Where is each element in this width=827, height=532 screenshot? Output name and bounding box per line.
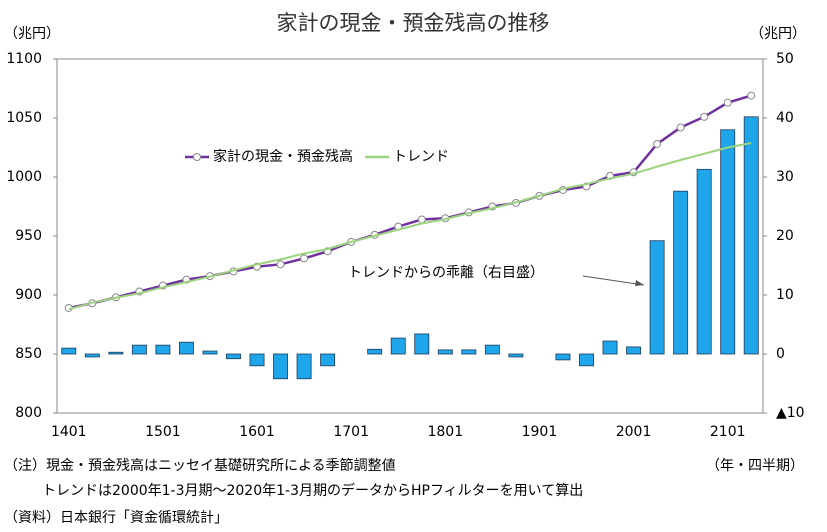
x-tick-label: 1901 xyxy=(522,424,558,440)
bar xyxy=(484,344,500,355)
y-axis-label: （兆円） xyxy=(4,26,60,42)
bar xyxy=(131,344,147,355)
marker xyxy=(417,215,426,224)
bar xyxy=(155,344,171,355)
x-tick-label: 1401 xyxy=(51,424,87,440)
bar xyxy=(320,353,336,367)
marker xyxy=(653,139,662,148)
legend-label: トレンド xyxy=(393,149,449,165)
x-axis-label: （年・四半期） xyxy=(706,458,804,474)
marker xyxy=(300,254,309,263)
y2-tick-label: 0 xyxy=(776,346,785,362)
legend-marker xyxy=(193,153,201,161)
bar xyxy=(673,190,689,355)
chart-title: 家計の現金・預金残高の推移 xyxy=(277,11,550,35)
y2-tick-label: ▲10 xyxy=(776,405,805,421)
legend-label: 家計の現金・預金残高 xyxy=(213,148,353,165)
line xyxy=(68,94,752,310)
bar xyxy=(273,353,289,380)
bar xyxy=(743,116,759,355)
x-tick-label: 2101 xyxy=(710,424,746,440)
annotation-arrow xyxy=(582,275,645,286)
annotation-arrowhead xyxy=(635,280,644,286)
y-tick-label: 900 xyxy=(15,287,42,303)
bar xyxy=(296,353,312,380)
bar xyxy=(178,341,194,355)
y-tick-label: 1100 xyxy=(6,51,42,67)
bar xyxy=(720,129,736,355)
bar xyxy=(61,347,77,355)
bar xyxy=(461,349,477,355)
x-tick-label: 1601 xyxy=(239,424,275,440)
bar xyxy=(696,168,712,355)
bar xyxy=(249,353,265,367)
x-tick-label: 1701 xyxy=(333,424,369,440)
marker xyxy=(747,91,756,100)
y-tick-label: 850 xyxy=(15,346,42,362)
y2-tick-label: 50 xyxy=(776,51,794,67)
marker xyxy=(700,112,709,121)
x-tick-label: 1801 xyxy=(427,424,463,440)
marker xyxy=(276,260,285,269)
y-tick-label: 1000 xyxy=(6,169,42,185)
bar xyxy=(367,348,383,355)
y2-tick-label: 30 xyxy=(776,169,794,185)
bar xyxy=(579,353,594,367)
bar xyxy=(437,349,453,355)
annotation: トレンドからの乖離（右目盛） xyxy=(348,264,544,281)
note: （注）現金・預金残高はニッセイ基礎研究所による季節調整値 xyxy=(4,457,396,474)
y2-tick-label: 20 xyxy=(776,228,794,244)
bar xyxy=(226,353,241,360)
bar xyxy=(602,340,618,355)
marker xyxy=(676,123,685,132)
y2-axis-label: （兆円） xyxy=(750,26,806,42)
bar xyxy=(508,353,524,358)
bar xyxy=(202,350,218,355)
y-tick-label: 950 xyxy=(15,228,42,244)
bar xyxy=(390,337,406,355)
bar xyxy=(414,333,430,355)
x-tick-label: 1501 xyxy=(145,424,181,440)
y-tick-label: 800 xyxy=(15,405,42,421)
y2-tick-label: 10 xyxy=(776,287,794,303)
bar xyxy=(626,346,642,355)
bar xyxy=(84,353,100,358)
note: トレンドは2000年1-3月期～2020年1-3月期のデータからHPフィルターを… xyxy=(42,482,583,499)
y-tick-label: 1050 xyxy=(6,110,42,126)
bar xyxy=(649,240,665,355)
x-tick-label: 2001 xyxy=(616,424,652,440)
bar xyxy=(555,353,571,361)
line xyxy=(68,142,752,311)
marker xyxy=(723,98,732,107)
plot-frame xyxy=(56,58,764,414)
note: （資料）日本銀行「資金循環統計」 xyxy=(4,510,228,526)
y2-tick-label: 40 xyxy=(776,110,794,126)
bar xyxy=(108,351,124,355)
